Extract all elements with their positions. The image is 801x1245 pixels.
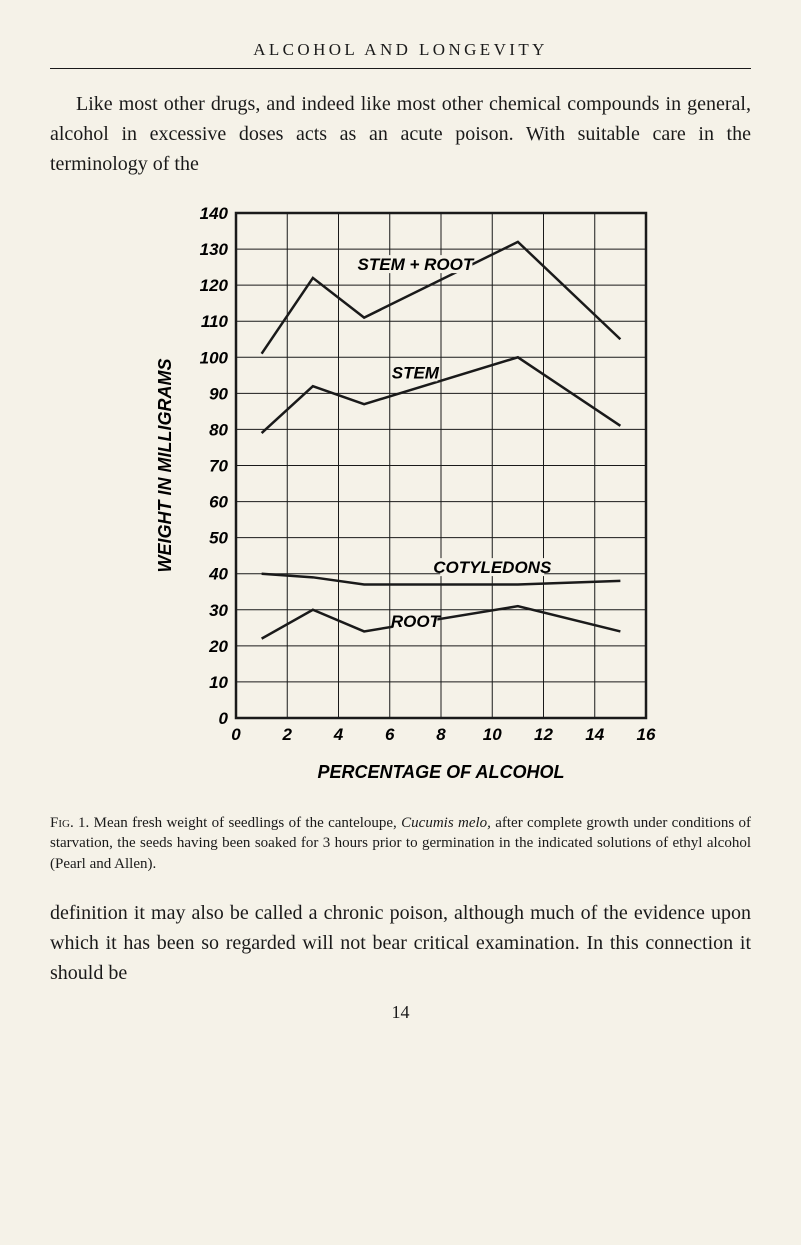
- svg-text:40: 40: [208, 565, 228, 584]
- paragraph-1: Like most other drugs, and indeed like m…: [50, 89, 751, 179]
- svg-text:6: 6: [385, 725, 395, 744]
- svg-text:PERCENTAGE OF ALCOHOL: PERCENTAGE OF ALCOHOL: [317, 762, 564, 782]
- svg-text:130: 130: [199, 240, 228, 259]
- svg-text:STEM: STEM: [391, 363, 439, 382]
- svg-text:12: 12: [534, 725, 553, 744]
- svg-text:70: 70: [209, 457, 228, 476]
- svg-text:10: 10: [482, 725, 501, 744]
- figure-caption: Fig. 1. Mean fresh weight of seedlings o…: [50, 813, 751, 874]
- caption-text-1: Mean fresh weight of seedlings of the ca…: [94, 815, 402, 831]
- page-number: 14: [50, 1002, 751, 1023]
- svg-text:2: 2: [281, 725, 292, 744]
- svg-text:10: 10: [209, 673, 228, 692]
- svg-text:ROOT: ROOT: [390, 612, 441, 631]
- svg-text:16: 16: [636, 725, 655, 744]
- species-name: Cucumis melo,: [401, 815, 491, 831]
- line-chart: 0 10 20 30 40 50 60 70 80 90 100 110 120 130 140 0 2 4 6 8 1…: [141, 193, 661, 793]
- svg-text:4: 4: [332, 725, 343, 744]
- chart-container: 0 10 20 30 40 50 60 70 80 90 100 110 120 130 140 0 2 4 6 8 1…: [50, 193, 751, 793]
- svg-text:100: 100: [199, 348, 228, 367]
- svg-text:140: 140: [199, 204, 228, 223]
- svg-text:80: 80: [209, 420, 228, 439]
- svg-text:WEIGHT IN MILLIGRAMS: WEIGHT IN MILLIGRAMS: [155, 359, 175, 573]
- svg-text:50: 50: [209, 529, 228, 548]
- svg-text:110: 110: [200, 312, 228, 331]
- svg-text:14: 14: [585, 725, 604, 744]
- svg-text:120: 120: [199, 276, 228, 295]
- svg-text:30: 30: [209, 601, 228, 620]
- svg-text:20: 20: [208, 637, 228, 656]
- svg-text:8: 8: [436, 725, 446, 744]
- svg-text:60: 60: [209, 493, 228, 512]
- fig-label: Fig. 1.: [50, 815, 89, 831]
- svg-text:0: 0: [231, 725, 241, 744]
- svg-text:COTYLEDONS: COTYLEDONS: [433, 558, 552, 577]
- svg-text:STEM + ROOT: STEM + ROOT: [357, 255, 474, 274]
- header-rule: [50, 68, 751, 69]
- page-header: ALCOHOL AND LONGEVITY: [50, 40, 751, 60]
- svg-text:0: 0: [218, 709, 228, 728]
- svg-text:90: 90: [209, 384, 228, 403]
- paragraph-2: definition it may also be called a chron…: [50, 898, 751, 988]
